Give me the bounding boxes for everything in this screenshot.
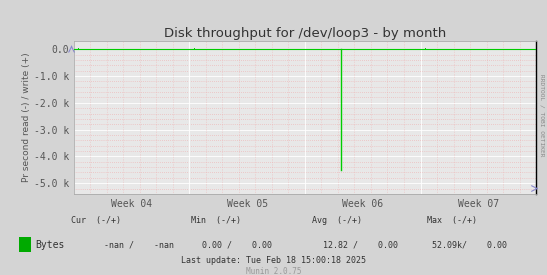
Text: 12.82 /    0.00: 12.82 / 0.00 (323, 241, 398, 250)
Text: Last update: Tue Feb 18 15:00:18 2025: Last update: Tue Feb 18 15:00:18 2025 (181, 256, 366, 265)
Title: Disk throughput for /dev/loop3 - by month: Disk throughput for /dev/loop3 - by mont… (164, 27, 446, 40)
Text: Min  (-/+): Min (-/+) (191, 216, 241, 225)
Text: 0.00 /    0.00: 0.00 / 0.00 (202, 241, 272, 250)
Text: Max  (-/+): Max (-/+) (427, 216, 476, 225)
Y-axis label: Pr second read (-) / write (+): Pr second read (-) / write (+) (22, 53, 31, 182)
Text: Avg  (-/+): Avg (-/+) (312, 216, 362, 225)
Text: -nan /    -nan: -nan / -nan (104, 241, 174, 250)
Text: RRDTOOL / TOBI OETIKER: RRDTOOL / TOBI OETIKER (539, 74, 544, 157)
Text: 52.09k/    0.00: 52.09k/ 0.00 (432, 241, 507, 250)
Text: Bytes: Bytes (36, 240, 65, 250)
Text: Munin 2.0.75: Munin 2.0.75 (246, 267, 301, 275)
Text: Cur  (-/+): Cur (-/+) (71, 216, 121, 225)
